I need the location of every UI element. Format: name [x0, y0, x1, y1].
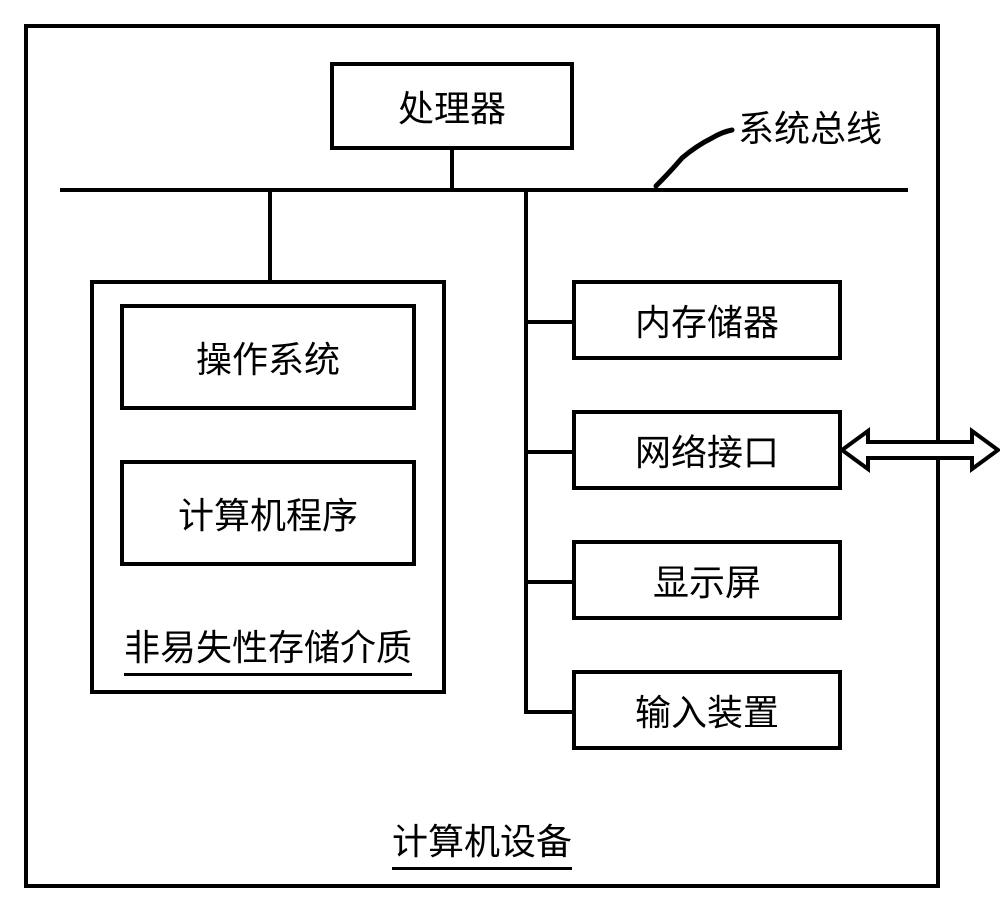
node-os: 操作系统 — [120, 304, 416, 410]
processor-label: 处理器 — [398, 80, 506, 132]
system-bus-line — [60, 188, 908, 192]
stub-inp — [524, 710, 576, 714]
node-input: 输入装置 — [572, 670, 842, 750]
outer-box-label: 计算机设备 — [392, 813, 572, 870]
stub-disp — [524, 580, 576, 584]
input-label: 输入装置 — [635, 684, 779, 736]
nvs-label: 非易失性存储介质 — [124, 619, 412, 676]
network-label: 网络接口 — [635, 424, 779, 476]
node-processor: 处理器 — [330, 62, 574, 150]
prog-label: 计算机程序 — [178, 487, 358, 539]
system-bus-label: 系统总线 — [738, 100, 882, 152]
display-label: 显示屏 — [653, 554, 761, 606]
diagram-canvas: 计算机设备 处理器 系统总线 非易失性存储介质 操作系统 计算机程序 内存储器 … — [0, 0, 1000, 912]
memory-label: 内存储器 — [635, 294, 779, 346]
node-display: 显示屏 — [572, 540, 842, 620]
os-label: 操作系统 — [196, 331, 340, 383]
stub-mem — [524, 320, 576, 324]
node-network: 网络接口 — [572, 410, 842, 490]
nvs-to-bus — [268, 188, 272, 280]
node-memory: 内存储器 — [572, 280, 842, 360]
proc-to-bus — [450, 150, 454, 190]
stub-net — [524, 450, 576, 454]
node-prog: 计算机程序 — [120, 460, 416, 566]
